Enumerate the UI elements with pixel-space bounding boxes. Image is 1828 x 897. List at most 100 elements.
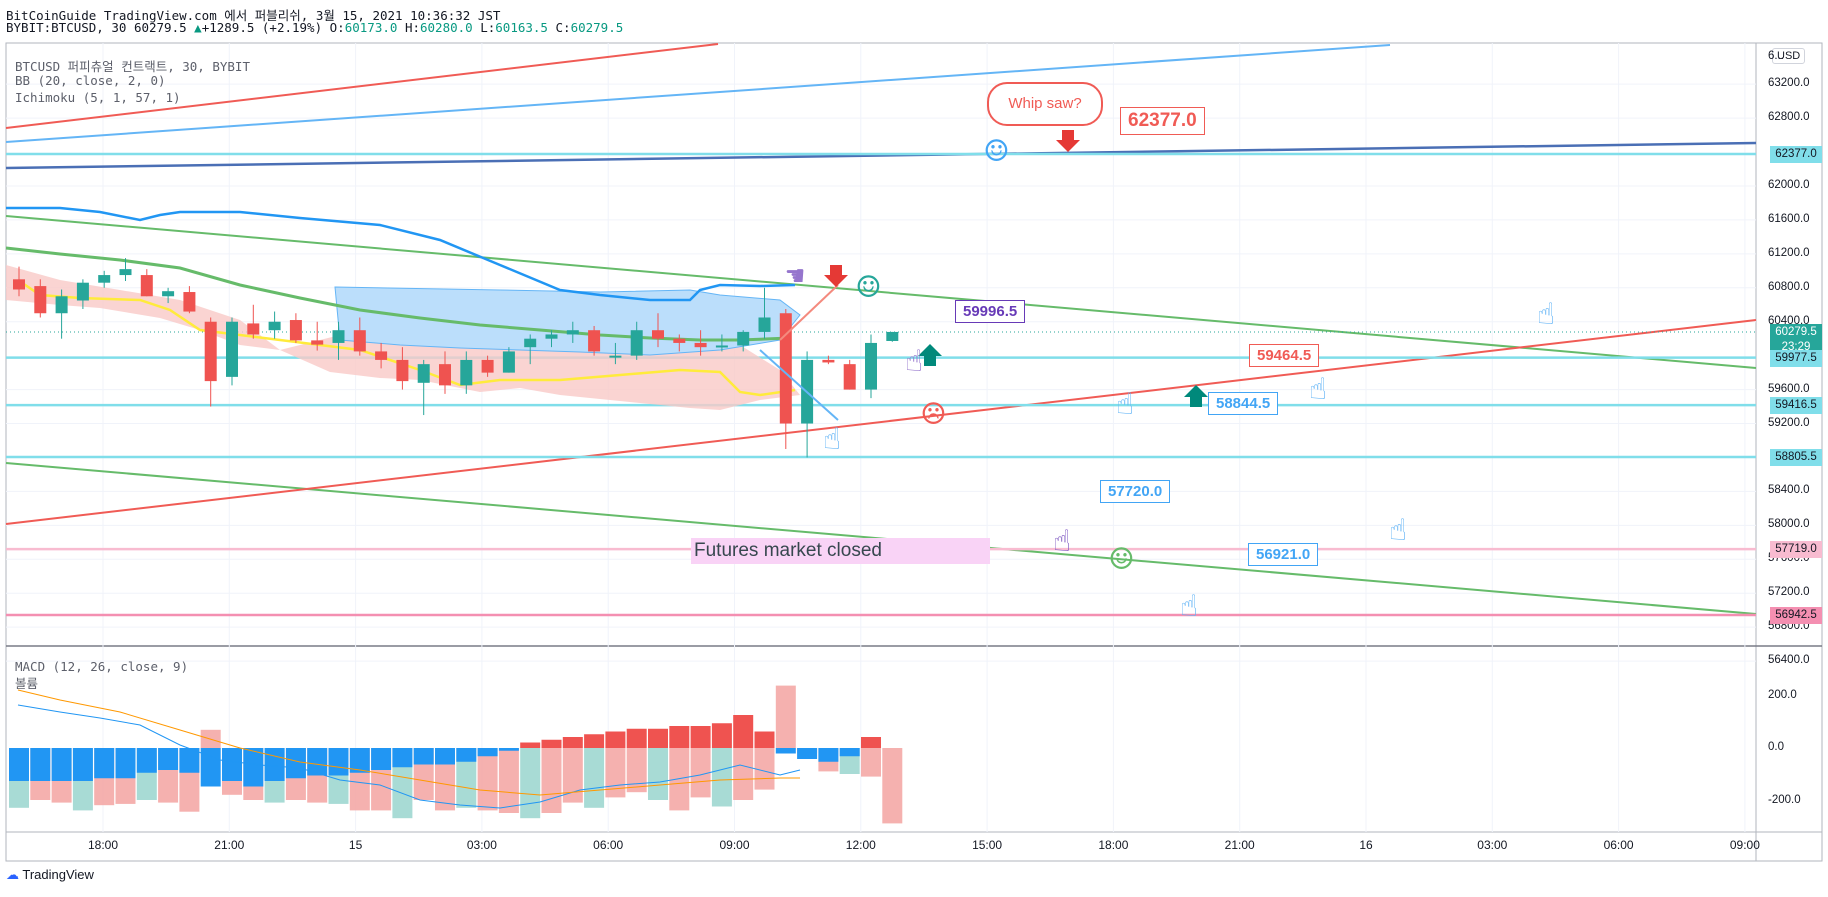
candle-body: [417, 364, 430, 383]
smile-icon[interactable]: ☺: [985, 129, 1008, 173]
volume-bar: [562, 748, 583, 803]
drawings: [5, 43, 1757, 617]
time-tick: 21:00: [1224, 838, 1255, 852]
wink-face-icon[interactable]: ☺: [857, 265, 880, 309]
volume-bar: [541, 748, 562, 813]
macd-histogram-bar: [328, 748, 349, 776]
candle-body: [886, 331, 899, 341]
pointing-hand-icon[interactable]: ☝: [1053, 524, 1072, 559]
pointing-hand-icon[interactable]: ☝: [1537, 297, 1556, 332]
candle-body: [162, 291, 175, 297]
callout-62377[interactable]: 62377.0: [1120, 107, 1205, 135]
price-tag: 58805.5: [1770, 449, 1822, 466]
trendline-red-rising: [5, 319, 1757, 525]
time-tick: 09:00: [1729, 838, 1760, 852]
arrows: [759, 130, 1208, 421]
volume-bar: [754, 748, 775, 790]
pointing-hand-icon[interactable]: ☝: [1116, 387, 1135, 422]
arrow-down-blue: [759, 349, 839, 421]
macd-histogram-bar: [711, 723, 732, 748]
pointing-hand-icon[interactable]: ☝: [1180, 589, 1199, 624]
macd-histogram-bar: [264, 748, 285, 781]
price-tag-label: 59977.5: [1775, 351, 1817, 364]
wink-face-green-icon[interactable]: ☺: [1110, 537, 1133, 581]
candle-body: [353, 330, 366, 352]
tradingview-wordmark: TradingView: [22, 867, 94, 882]
candle-body: [13, 279, 25, 290]
macd-histogram-bar: [775, 748, 796, 754]
price-tick: 62800.0: [1768, 111, 1810, 124]
volume-bar: [498, 748, 519, 813]
currency-button[interactable]: USD: [1772, 48, 1806, 64]
volume-bar: [669, 748, 690, 811]
macd-histogram-bar: [456, 748, 477, 762]
volume-bar: [861, 748, 881, 777]
callout-57720[interactable]: 57720.0: [1100, 480, 1171, 503]
volume-bar: [711, 748, 732, 807]
macd-histogram-bar: [733, 715, 754, 748]
candle-body: [183, 292, 196, 312]
whip-saw-bubble[interactable]: Whip saw?: [987, 82, 1103, 126]
callout-56921[interactable]: 56921.0: [1248, 543, 1319, 566]
price-change: +1289.5 (+2.19%): [201, 20, 323, 35]
tradingview-logo[interactable]: ☁ TradingView: [6, 867, 94, 883]
macd-histogram-bar: [797, 748, 818, 759]
callout-59996[interactable]: 59996.5: [955, 300, 1026, 323]
candle-body: [502, 351, 515, 373]
legend-macd: MACD (12, 26, close, 9): [15, 659, 189, 674]
macd-histogram-bar: [285, 748, 306, 779]
macd-histogram-bar: [179, 748, 200, 773]
candle-body: [98, 275, 111, 283]
macd-histogram-bar: [626, 728, 647, 748]
futures-closed-note[interactable]: Futures market closed: [691, 538, 990, 564]
macd-histogram-bar: [115, 748, 136, 779]
macd-histogram-bar: [349, 748, 370, 773]
chart-frame: [5, 42, 1823, 862]
price-tag: 62377.0: [1770, 146, 1822, 163]
macd-histogram-bar: [371, 748, 392, 770]
price-tag: 59416.5: [1770, 397, 1822, 415]
pointing-hand-icon[interactable]: ☚: [786, 259, 805, 294]
candle-body: [566, 330, 579, 335]
macd-histogram-bar: [435, 748, 455, 765]
candle-body: [76, 282, 89, 301]
candle-body: [460, 359, 473, 386]
time-tick: 03:00: [466, 838, 497, 852]
macd-histogram-bar: [413, 748, 434, 765]
legend-ichimoku: Ichimoku (5, 1, 57, 1): [15, 90, 181, 105]
price-tag-label: 58805.5: [1775, 451, 1817, 463]
trendline-red-top: [5, 43, 719, 129]
macd-histogram-bar: [648, 728, 668, 748]
symbol: BYBIT:BTCUSD, 30: [6, 20, 127, 35]
callout-59464[interactable]: 59464.5: [1249, 344, 1320, 367]
macd-line: [17, 704, 801, 809]
candle-body: [481, 359, 494, 373]
up-triangle-icon: ▲: [194, 20, 202, 35]
time-tick: 15: [348, 838, 363, 852]
macd-histogram-bar: [584, 734, 605, 748]
pointing-hand-icon[interactable]: ☝: [823, 422, 842, 457]
time-tick: 03:00: [1477, 838, 1508, 852]
candle-body: [524, 338, 537, 348]
neutral-face-icon[interactable]: ☹: [922, 392, 945, 436]
time-tick: 12:00: [845, 838, 876, 852]
pointing-hand-icon[interactable]: ☝: [905, 344, 924, 379]
grid: [6, 43, 1756, 832]
candle-body: [247, 323, 260, 335]
candles: [13, 258, 899, 458]
price-tag: 59977.5: [1770, 349, 1822, 367]
price-tick: 59600.0: [1768, 382, 1810, 395]
pointing-hand-icon[interactable]: ☝: [1389, 513, 1408, 548]
callout-58844[interactable]: 58844.5: [1208, 392, 1279, 415]
tradingview-cloud-icon: ☁: [6, 867, 19, 882]
publish-info: BitCoinGuide TradingView.com 에서 퍼블리쉬, 3월…: [6, 8, 501, 23]
macd-histogram-bar: [861, 737, 881, 748]
volume-bar: [775, 685, 796, 748]
price-tick: 60800.0: [1768, 280, 1810, 293]
pointing-hand-icon[interactable]: ☝: [1309, 372, 1328, 407]
macd-pane: [9, 685, 903, 824]
price-tick: 58000.0: [1768, 518, 1810, 531]
price-tick: 61200.0: [1768, 246, 1810, 259]
bb-lower-line: [17, 278, 796, 397]
